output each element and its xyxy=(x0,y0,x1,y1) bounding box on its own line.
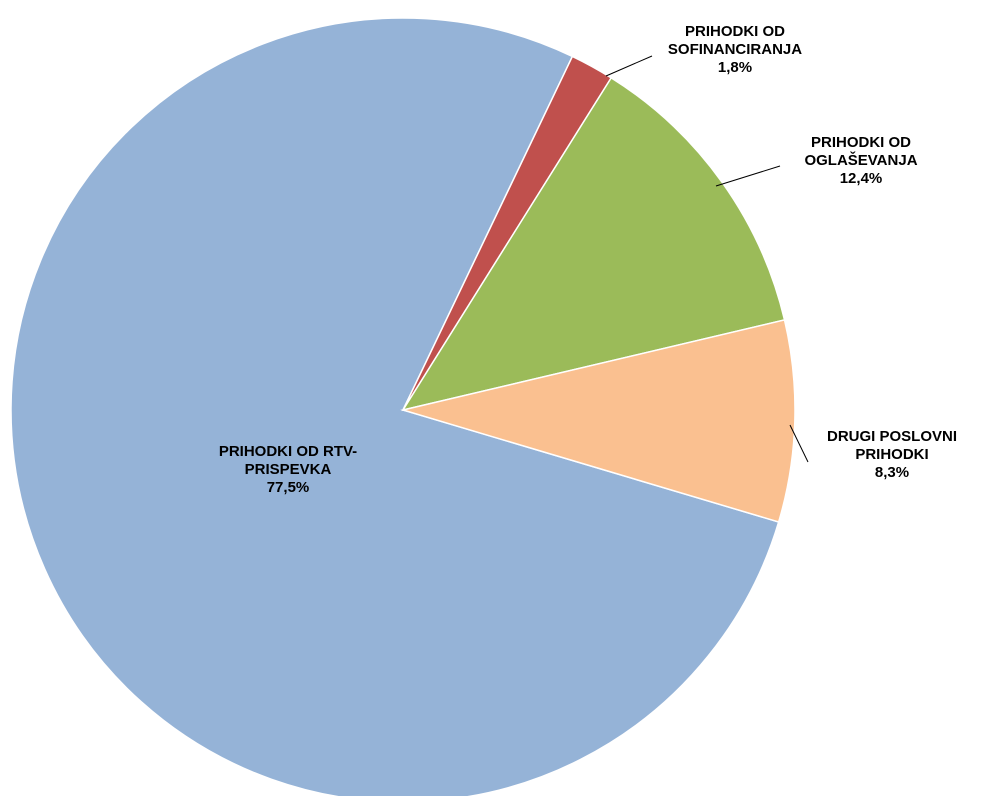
value-label: 8,3% xyxy=(874,464,910,481)
leader-line xyxy=(605,55,653,77)
data-label: DRUGI POSLOVNI PRIHODKI 8,3% xyxy=(812,428,972,482)
pie-slice xyxy=(10,17,780,796)
value-label: 1,8% xyxy=(717,59,753,76)
value-label: 77,5% xyxy=(266,479,310,496)
data-label: PRIHODKI OD OGLAŠEVANJA 12,4% xyxy=(791,134,931,188)
category-label: PRIHODKI OD SOFINANCIRANJA xyxy=(667,23,803,58)
category-label: PRIHODKI OD RTV-PRISPEVKA xyxy=(218,443,358,478)
category-label: PRIHODKI OD OGLAŠEVANJA xyxy=(804,134,918,169)
data-label: PRIHODKI OD RTV-PRISPEVKA 77,5% xyxy=(216,443,361,497)
category-label: DRUGI POSLOVNI PRIHODKI xyxy=(826,428,957,463)
value-label: 12,4% xyxy=(839,170,883,187)
pie-slice xyxy=(400,319,796,523)
leader-line xyxy=(715,165,781,187)
data-label: PRIHODKI OD SOFINANCIRANJA 1,8% xyxy=(660,23,810,77)
leader-line xyxy=(789,424,809,463)
pie-slice xyxy=(401,76,786,412)
